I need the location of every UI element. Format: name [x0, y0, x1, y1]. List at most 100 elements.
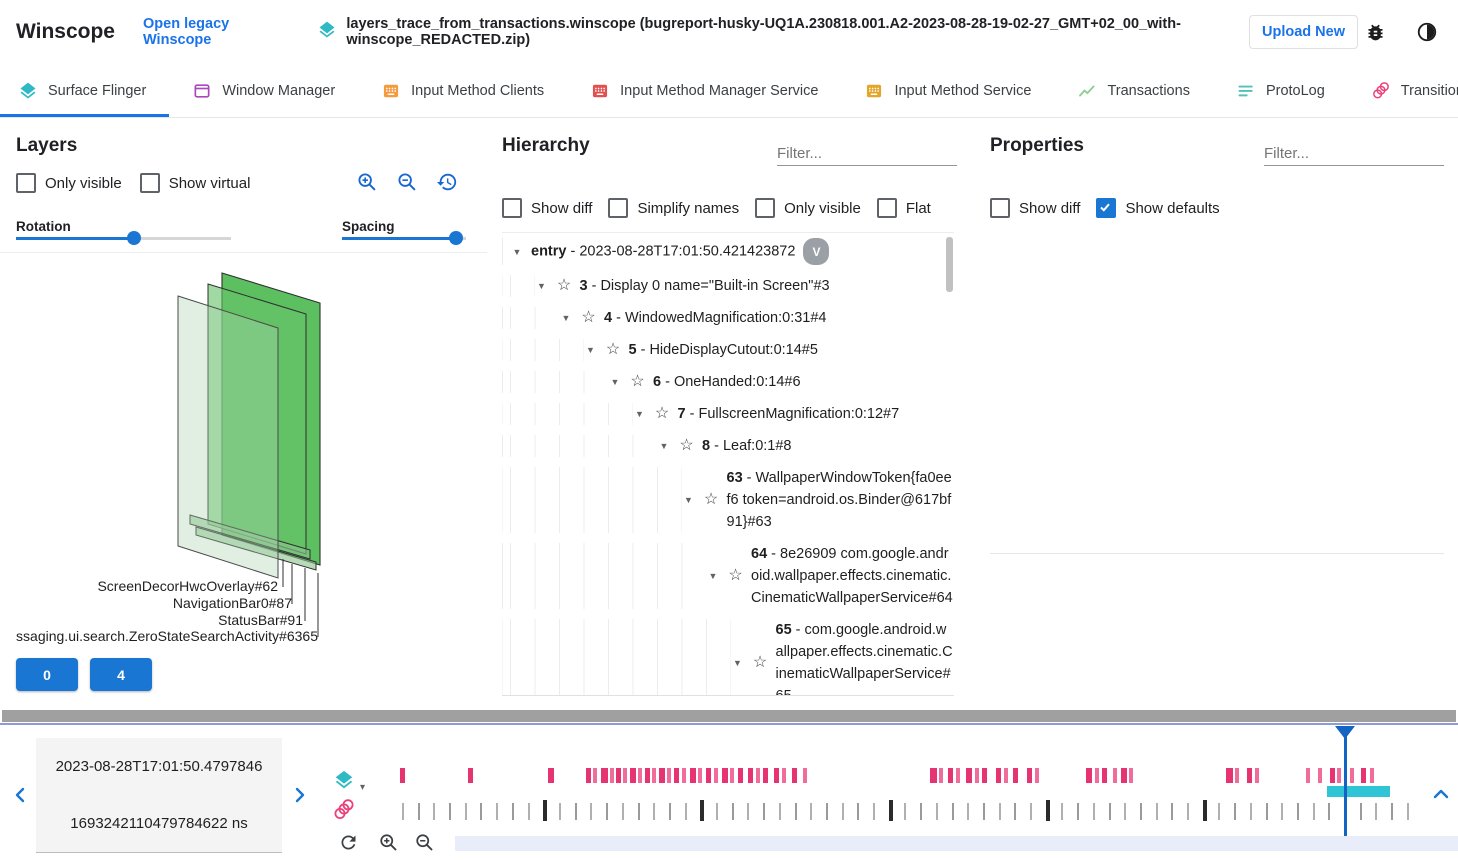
tab-input-method-service[interactable]: Input Method Service [841, 64, 1054, 117]
checkbox-unchecked[interactable] [16, 173, 36, 193]
transition-tick-major[interactable] [543, 800, 547, 821]
timeline-cursor-flag[interactable] [1335, 726, 1355, 739]
history-icon[interactable] [436, 171, 458, 193]
transition-tick[interactable] [1313, 803, 1315, 820]
layers-checkbox-only-visible[interactable]: Only visible [16, 173, 122, 193]
chevron-up-icon[interactable] [1430, 784, 1452, 811]
transition-tick[interactable] [1266, 803, 1268, 820]
checkbox-unchecked[interactable] [608, 198, 629, 218]
rotation-slider-thumb[interactable] [126, 231, 141, 245]
transition-tick[interactable] [1375, 803, 1377, 820]
transition-tick[interactable] [449, 803, 451, 820]
trace-event-tick[interactable] [756, 768, 760, 783]
transition-tick[interactable] [528, 803, 530, 820]
trace-event-tick[interactable] [1235, 768, 1239, 783]
trace-event-tick[interactable] [1247, 768, 1252, 783]
trace-event-tick[interactable] [698, 768, 702, 783]
layers-3d-view[interactable] [0, 252, 487, 653]
hierarchy-filter-input[interactable] [777, 142, 957, 166]
checkbox-checked[interactable] [1096, 198, 1117, 218]
hierarchy-checkbox-flat[interactable]: Flat [876, 198, 931, 218]
transition-tick[interactable] [873, 803, 875, 820]
trace-event-tick[interactable] [1337, 768, 1341, 783]
transition-tick[interactable] [1391, 803, 1393, 820]
trace-event-tick[interactable] [1306, 768, 1310, 783]
transition-tick[interactable] [1140, 803, 1142, 820]
tree-row[interactable]: ▼ ☆ 65 - com.google.android.wallpaper.effe… [502, 614, 954, 695]
trace-event-tick[interactable] [652, 768, 656, 783]
star-icon[interactable]: ☆ [654, 405, 670, 422]
transition-tick[interactable] [1328, 803, 1330, 820]
transition-tick-major[interactable] [700, 800, 704, 821]
transition-tick[interactable] [810, 803, 812, 820]
trace-event-tick[interactable] [1121, 768, 1127, 783]
transition-tick[interactable] [1171, 803, 1173, 820]
layer-plane-front[interactable] [177, 295, 279, 579]
checkbox-unchecked[interactable] [990, 198, 1010, 218]
transition-tick[interactable] [779, 803, 781, 820]
trace-event-tick[interactable] [803, 768, 807, 783]
trace-event-tick[interactable] [468, 768, 473, 783]
transition-tick[interactable] [480, 803, 482, 820]
bug-icon[interactable] [1365, 22, 1386, 43]
transition-tick[interactable] [795, 803, 797, 820]
timeline-selection[interactable] [1327, 786, 1390, 797]
viewport-button-0[interactable]: 0 [16, 658, 78, 691]
trace-event-tick[interactable] [763, 768, 768, 783]
zoom-in-icon[interactable] [378, 832, 399, 853]
tree-row[interactable]: ▼ ☆ 8 - Leaf:0:1#8 [502, 430, 954, 462]
properties-checkbox-show-defaults[interactable]: Show defaults [1096, 198, 1220, 218]
transition-tick[interactable] [983, 803, 985, 820]
trace-event-tick[interactable] [748, 768, 753, 783]
trace-event-tick[interactable] [1086, 768, 1092, 783]
trace-event-tick[interactable] [714, 768, 718, 783]
trace-event-tick[interactable] [1361, 768, 1366, 783]
trace-event-tick[interactable] [1035, 768, 1039, 783]
transition-tick[interactable] [653, 803, 655, 820]
trace-event-tick[interactable] [1004, 768, 1008, 783]
rotation-slider[interactable] [16, 231, 231, 245]
upload-new-button[interactable]: Upload New [1249, 15, 1358, 49]
viewport-button-4[interactable]: 4 [90, 658, 152, 691]
transition-tick[interactable] [606, 803, 608, 820]
main-horizontal-scrollbar[interactable] [2, 710, 1456, 722]
trace-event-tick[interactable] [616, 768, 621, 783]
chevron-left-icon[interactable] [10, 784, 32, 811]
refresh-icon[interactable] [338, 832, 359, 853]
trace-event-tick[interactable] [610, 768, 614, 783]
trace-event-tick[interactable] [966, 768, 972, 783]
transition-tick[interactable] [1109, 803, 1111, 820]
star-icon[interactable]: ☆ [703, 491, 719, 508]
tree-row[interactable]: ▼ ☆ 64 - 8e26909 com.google.android.wallpa… [502, 538, 954, 614]
tree-row[interactable]: ▼ ☆ 7 - FullscreenMagnification:0:12#7 [502, 398, 954, 430]
trace-event-tick[interactable] [645, 768, 650, 783]
transition-tick[interactable] [575, 803, 577, 820]
transition-tick[interactable] [732, 803, 734, 820]
trace-event-tick[interactable] [674, 768, 679, 783]
trace-event-tick[interactable] [1113, 768, 1117, 783]
trace-event-tick[interactable] [1102, 768, 1107, 783]
chevron-right-icon[interactable] [290, 784, 312, 811]
trace-event-tick[interactable] [1095, 768, 1099, 783]
trace-event-tick[interactable] [1027, 768, 1032, 783]
checkbox-unchecked[interactable] [876, 198, 897, 218]
zoom-out-icon[interactable] [396, 171, 418, 193]
expand-arrow-icon[interactable]: ▼ [659, 441, 669, 451]
trace-event-tick[interactable] [630, 768, 636, 783]
transition-tick[interactable] [826, 803, 828, 820]
transition-tick-major[interactable] [1203, 800, 1207, 821]
trace-event-tick[interactable] [948, 768, 953, 783]
spacing-slider-thumb[interactable] [448, 231, 463, 245]
transition-tick[interactable] [1281, 803, 1283, 820]
trace-event-tick[interactable] [1013, 768, 1018, 783]
transition-tick[interactable] [857, 803, 859, 820]
trace-event-tick[interactable] [730, 768, 734, 783]
trace-event-tick[interactable] [982, 768, 987, 783]
trace-event-tick[interactable] [1330, 768, 1335, 783]
transition-tick[interactable] [1077, 803, 1079, 820]
timeline-scrollbar-track[interactable] [455, 836, 1458, 851]
trace-event-tick[interactable] [548, 768, 554, 783]
tree-row[interactable]: ▼ ☆ 5 - HideDisplayCutout:0:14#5 [502, 334, 954, 366]
star-icon[interactable]: ☆ [605, 341, 621, 358]
trace-event-tick[interactable] [623, 768, 627, 783]
